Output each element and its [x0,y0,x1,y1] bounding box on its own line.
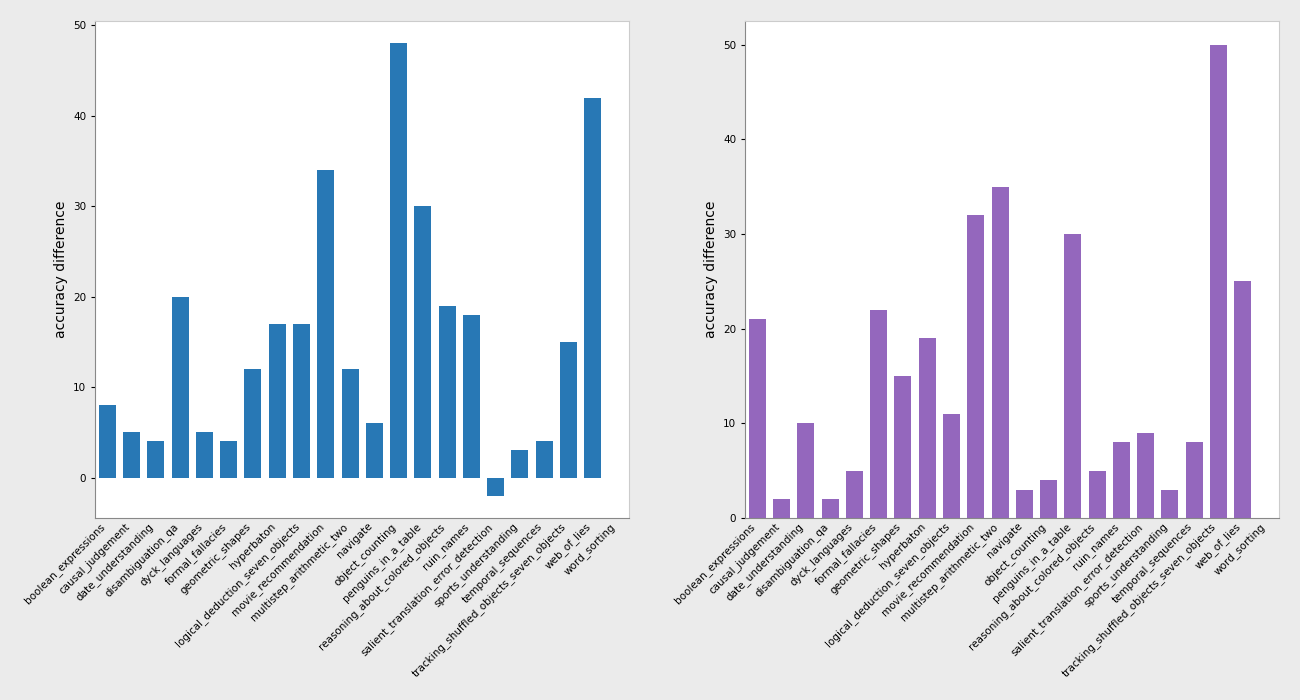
Bar [292,324,309,477]
Bar [317,170,334,477]
Bar [1186,442,1203,518]
Bar [1161,490,1178,518]
Bar [584,98,602,477]
Bar [438,306,455,477]
Bar [560,342,577,477]
Bar [1138,433,1154,518]
Y-axis label: accuracy difference: accuracy difference [53,201,68,338]
Bar [797,424,814,518]
Bar [99,405,116,477]
Bar [1210,45,1227,518]
Bar [846,471,863,518]
Bar [511,450,528,477]
Bar [365,424,382,477]
Bar [463,315,480,477]
Bar [1113,442,1130,518]
Bar [488,477,504,496]
Bar [220,442,237,477]
Bar [269,324,286,477]
Bar [1015,490,1032,518]
Bar [967,215,984,518]
Bar [147,442,164,477]
Bar [774,499,790,518]
Bar [942,414,959,518]
Bar [1065,234,1082,518]
Bar [822,499,838,518]
Bar [536,442,552,477]
Bar [992,187,1009,518]
Bar [749,319,766,518]
Bar [342,369,359,477]
Bar [172,297,188,477]
Bar [919,338,936,518]
Bar [390,43,407,477]
Y-axis label: accuracy difference: accuracy difference [703,201,718,338]
Bar [196,433,213,477]
Bar [1234,281,1252,518]
Bar [244,369,261,477]
Bar [124,433,140,477]
Bar [870,310,887,518]
Bar [894,376,911,518]
Bar [1088,471,1105,518]
Bar [415,206,432,477]
Bar [1040,480,1057,518]
